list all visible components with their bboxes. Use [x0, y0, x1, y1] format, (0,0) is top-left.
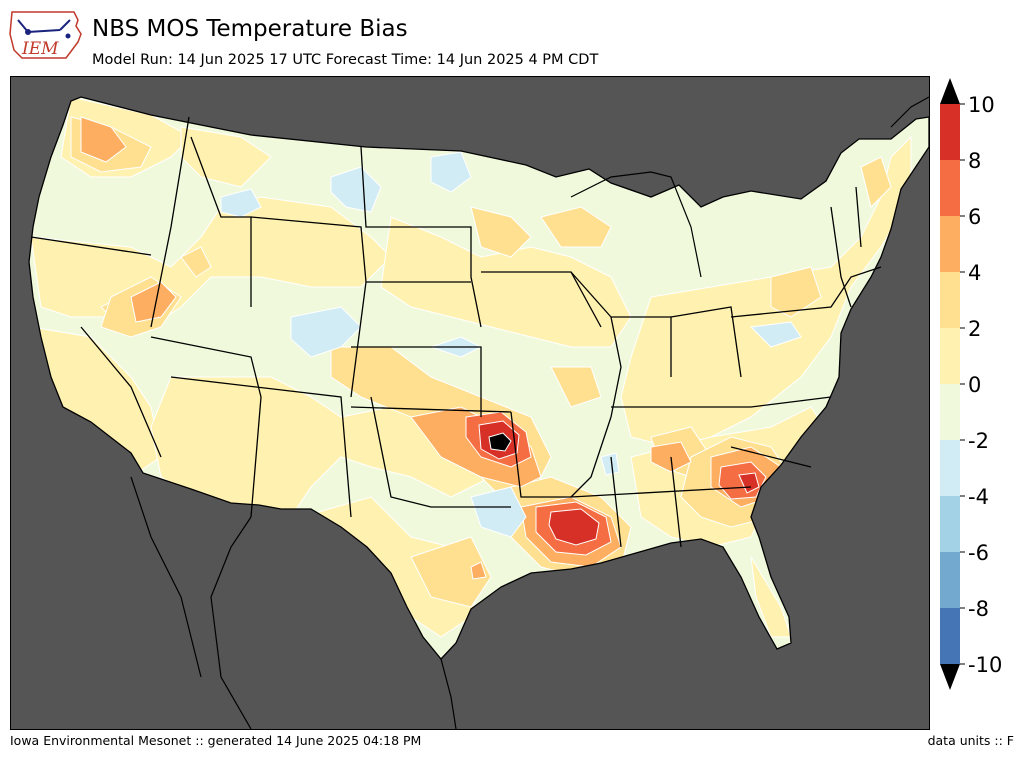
colorbar-tick-label: 8	[968, 149, 981, 173]
temperature-bias-map	[10, 76, 930, 730]
bias-contours	[30, 97, 912, 638]
colorbar-bin	[940, 552, 960, 608]
colorbar-tick-label: 0	[968, 373, 981, 397]
logo-text: IEM	[21, 39, 59, 59]
colorbar: 10 8 6 4 2 0 -2 -4 -6 -8 -10	[930, 76, 1024, 694]
colorbar-tick-label: -4	[968, 485, 989, 509]
colorbar-tick-label: -2	[968, 429, 989, 453]
colorbar-tick-label: 6	[968, 205, 981, 229]
colorbar-bin	[940, 160, 960, 216]
footer-credit: Iowa Environmental Mesonet :: generated …	[10, 733, 422, 748]
map-title: NBS MOS Temperature Bias	[92, 16, 408, 42]
colorbar-under-arrow	[940, 664, 960, 690]
colorbar-tick-label: 10	[968, 93, 995, 117]
iem-logo: IEM	[8, 6, 84, 64]
colorbar-tick-label: 2	[968, 317, 981, 341]
colorbar-bin	[940, 272, 960, 328]
colorbar-bin	[940, 328, 960, 384]
colorbar-tick-label: -6	[968, 541, 989, 565]
colorbar-bin	[940, 440, 960, 496]
colorbar-tick-label: 4	[968, 261, 981, 285]
colorbar-bin	[940, 104, 960, 160]
colorbar-ticks: 10 8 6 4 2 0 -2 -4 -6 -8 -10	[960, 93, 1002, 677]
colorbar-bin	[940, 216, 960, 272]
colorbar-bin	[940, 384, 960, 440]
colorbar-bin	[940, 496, 960, 552]
colorbar-tick-label: -8	[968, 597, 989, 621]
colorbar-tick-label: -10	[968, 653, 1002, 677]
map-subtitle: Model Run: 14 Jun 2025 17 UTC Forecast T…	[92, 52, 599, 68]
colorbar-bins	[940, 104, 960, 664]
footer-units: data units :: F	[927, 733, 1014, 748]
colorbar-bin	[940, 608, 960, 664]
colorbar-over-arrow	[940, 78, 960, 104]
